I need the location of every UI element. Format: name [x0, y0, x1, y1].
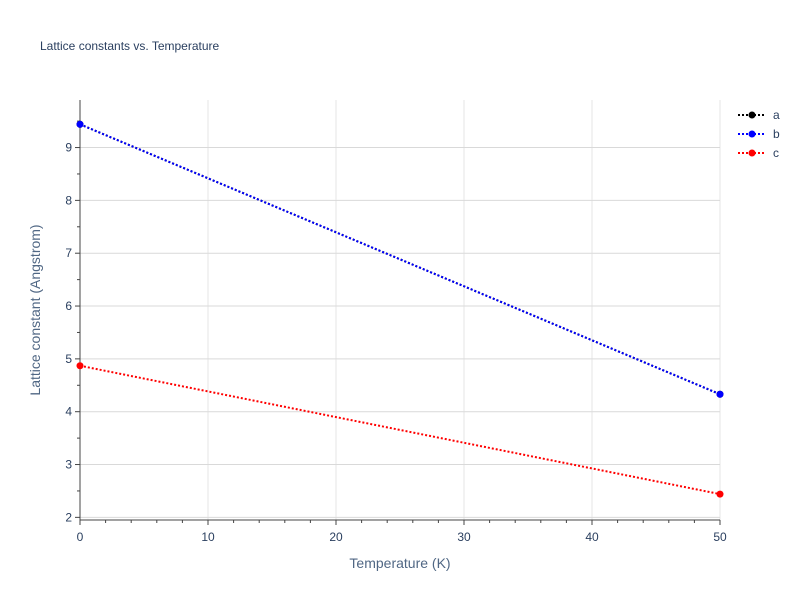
data-point-c — [716, 490, 724, 498]
legend-item-b[interactable]: b — [738, 127, 780, 141]
data-point-b — [76, 120, 84, 128]
x-tick-label: 40 — [585, 530, 599, 544]
chart-title: Lattice constants vs. Temperature — [40, 39, 220, 53]
y-axis-title: Lattice constant (Angstrom) — [27, 224, 43, 395]
legend[interactable]: abc — [738, 108, 780, 160]
legend-label: a — [773, 108, 780, 122]
legend-label: c — [773, 146, 779, 160]
x-tick-label: 20 — [329, 530, 343, 544]
y-tick-label: 6 — [65, 299, 72, 313]
legend-swatch-marker — [748, 130, 756, 138]
legend-swatch-marker — [748, 149, 756, 157]
x-axis-title: Temperature (K) — [349, 555, 450, 571]
x-tick-label: 0 — [77, 530, 84, 544]
legend-item-c[interactable]: c — [738, 146, 779, 160]
grid — [80, 100, 721, 520]
y-tick-label: 5 — [65, 352, 72, 366]
data-point-b — [716, 390, 724, 398]
series-line-c — [79, 364, 721, 496]
y-tick-label: 4 — [65, 405, 72, 419]
series-line-b — [79, 123, 721, 396]
y-tick-label: 8 — [65, 193, 72, 207]
tick-labels: 0 10 20 30 40 50 2 3 4 5 6 7 8 9 — [65, 141, 727, 544]
legend-item-a[interactable]: a — [738, 108, 780, 122]
axes — [75, 100, 721, 525]
y-tick-label: 7 — [65, 246, 72, 260]
y-tick-label: 9 — [65, 141, 72, 155]
legend-label: b — [773, 127, 780, 141]
series-layer — [76, 120, 724, 498]
x-tick-label: 10 — [201, 530, 215, 544]
y-tick-label: 3 — [65, 458, 72, 472]
data-point-c — [76, 362, 84, 370]
y-tick-label: 2 — [65, 510, 72, 524]
x-tick-label: 50 — [713, 530, 727, 544]
x-tick-label: 30 — [457, 530, 471, 544]
legend-swatch-marker — [748, 111, 756, 119]
